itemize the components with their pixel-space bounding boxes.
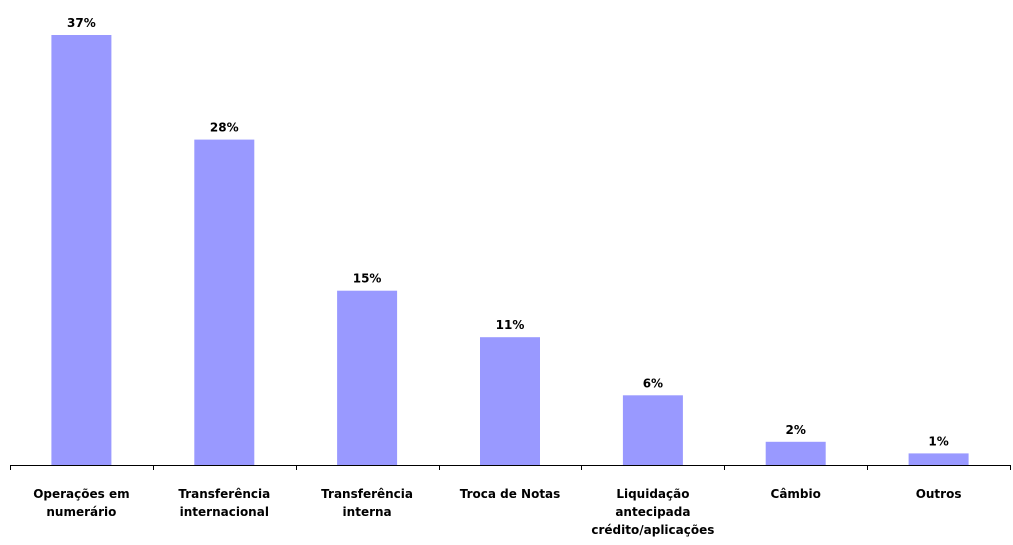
category-labels-group: Operações em numerário Transferência intern… — [33, 487, 961, 537]
bar-value-label: 6% — [643, 376, 663, 390]
bar-value-label: 1% — [928, 434, 948, 448]
bar — [622, 395, 683, 465]
category-label: Transferência internacional — [178, 487, 270, 519]
category-label: Outros — [916, 487, 962, 501]
category-label: Operações em numerário — [33, 487, 129, 519]
data-labels-group: 37% 28% 15% 11% 6% 2% 1% — [67, 16, 949, 448]
bar-value-label: 28% — [210, 121, 239, 135]
bar — [337, 290, 398, 465]
category-label: Câmbio — [771, 487, 821, 501]
bar — [908, 453, 969, 465]
bar-value-label: 37% — [67, 16, 96, 30]
bars-group — [51, 35, 969, 465]
bar — [765, 441, 826, 465]
bar-value-label: 11% — [496, 318, 525, 332]
bar — [51, 35, 112, 465]
category-label: Transferência interna — [321, 487, 413, 519]
x-axis-ticks — [10, 465, 1011, 470]
category-label: Liquidação antecipada crédito/aplicações — [591, 487, 714, 537]
bar-value-label: 15% — [353, 272, 382, 286]
bar — [194, 139, 255, 465]
bar — [480, 337, 540, 465]
category-label: Troca de Notas — [460, 487, 561, 501]
bar-value-label: 2% — [786, 423, 806, 437]
